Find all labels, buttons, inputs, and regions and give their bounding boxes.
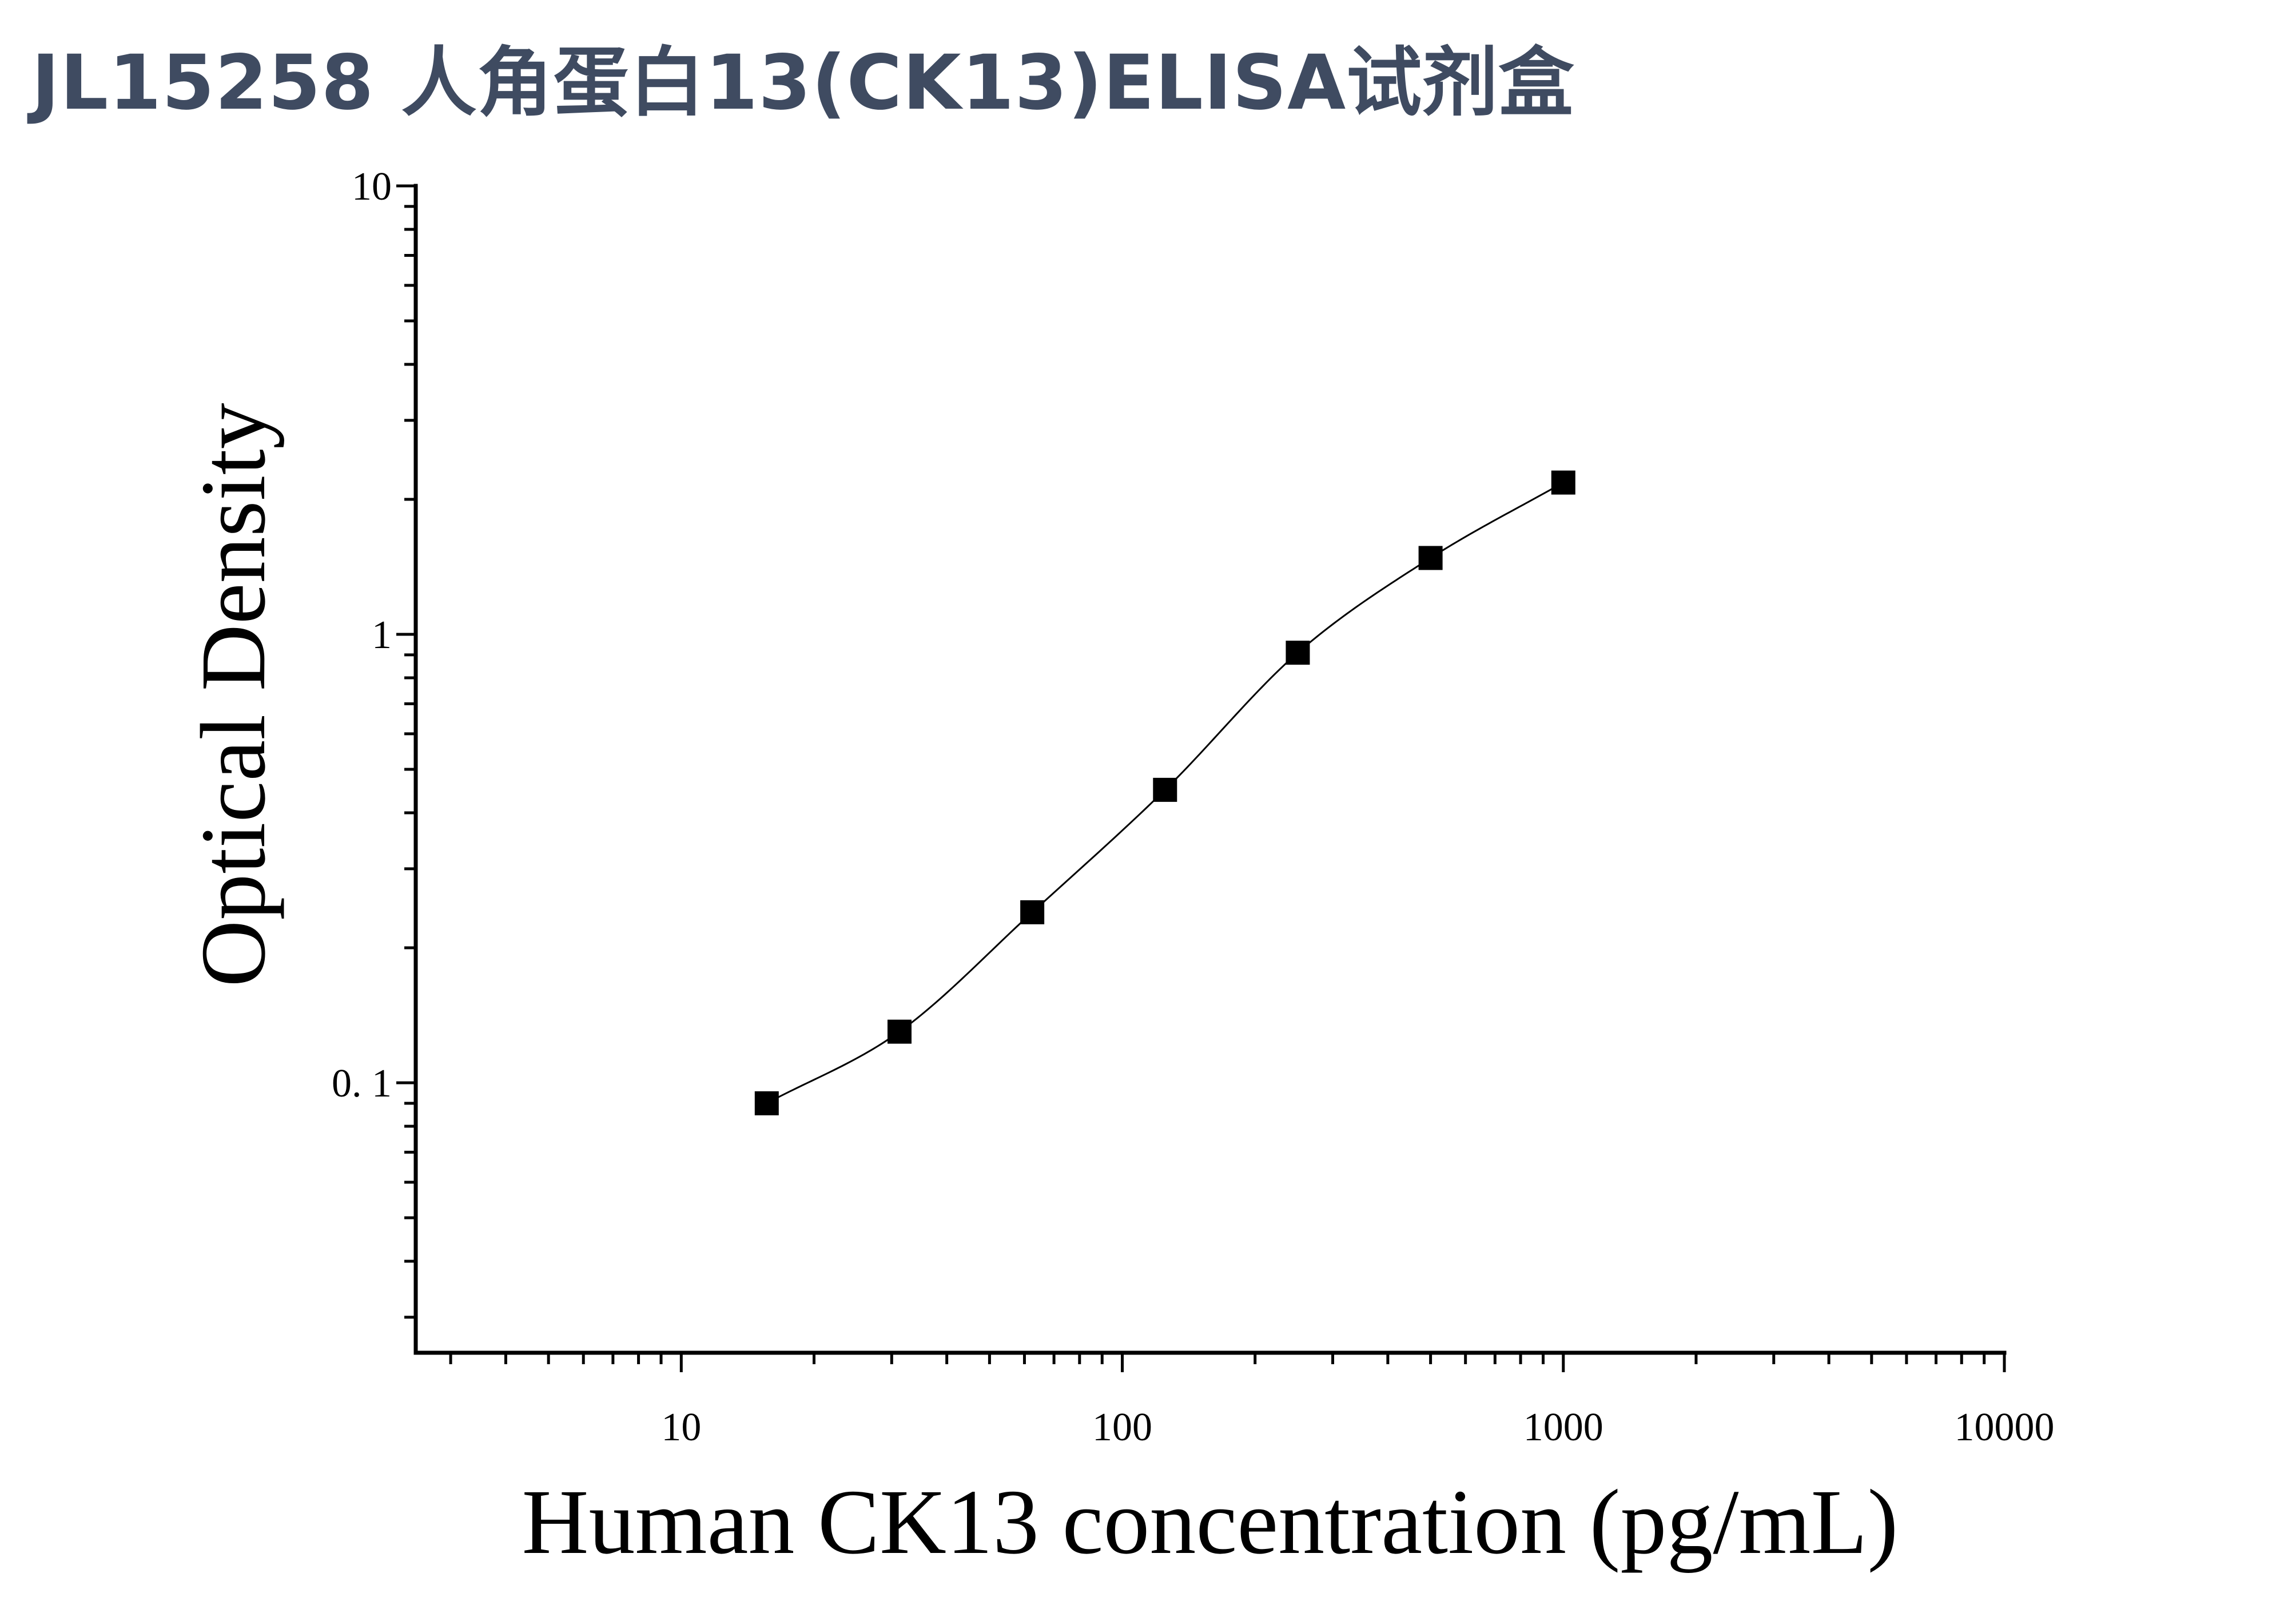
y-axis-title: Optical Density: [182, 403, 285, 987]
x-tick-label: 100: [1092, 1405, 1152, 1449]
axis-labels: 10 100 1000 10000 0. 1 1 10 Human CK13 concentr…: [182, 165, 2055, 1574]
axes: [396, 184, 2007, 1372]
x-axis-title: Human CK13 concentration (pg/mL): [522, 1471, 1899, 1574]
data-points: [754, 470, 1575, 1115]
x-tick-label: 10: [661, 1405, 701, 1449]
y-tick-label: 10: [352, 165, 392, 209]
x-tick-label: 1000: [1523, 1405, 1603, 1449]
data-point: [887, 1019, 912, 1044]
data-point: [1286, 641, 1310, 665]
x-tick-label: 10000: [1955, 1405, 2055, 1449]
y-tick-label: 0. 1: [332, 1062, 392, 1106]
page-title: JL15258 人角蛋白13(CK13)ELISA试剂盒: [31, 39, 1575, 127]
y-tick-label: 1: [372, 613, 392, 657]
data-point: [1418, 546, 1443, 570]
data-point: [1020, 900, 1045, 924]
data-point: [754, 1091, 779, 1115]
data-point: [1153, 777, 1177, 802]
data-point: [1551, 470, 1575, 495]
